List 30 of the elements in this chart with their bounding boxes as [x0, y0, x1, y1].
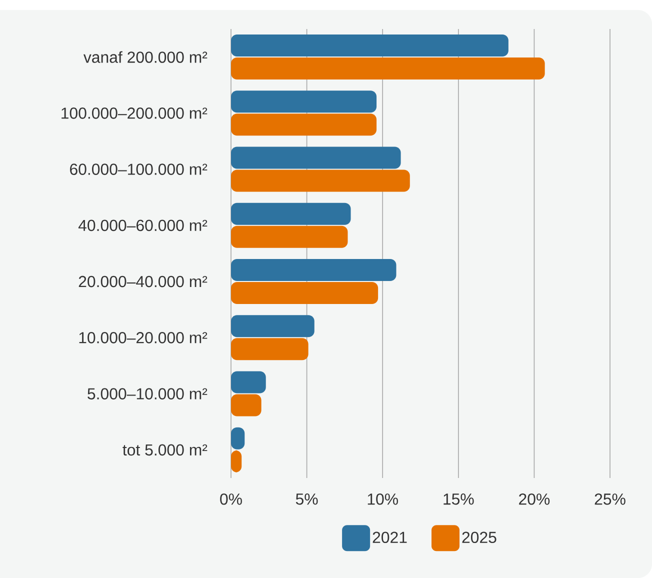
bar	[231, 34, 508, 57]
x-tick-label: 0%	[220, 494, 242, 505]
y-tick-label: vanaf 200.000 m²	[83, 51, 208, 63]
bar	[231, 170, 410, 192]
x-tick-label: 15%	[444, 494, 474, 505]
bar	[231, 259, 396, 282]
bar	[231, 114, 377, 136]
x-tick-label: 20%	[519, 494, 550, 505]
legend-label: 2021	[372, 532, 407, 544]
y-tick-label: 20.000–40.000 m²	[78, 276, 208, 288]
y-tick-label: 40.000–60.000 m²	[78, 220, 208, 232]
bar	[231, 58, 545, 80]
y-tick-label: tot 5.000 m²	[122, 444, 208, 456]
bar	[231, 394, 262, 416]
bar	[231, 90, 377, 113]
bar	[231, 371, 266, 394]
bar	[231, 226, 348, 248]
x-tick-label: 25%	[594, 494, 626, 505]
y-tick-label: 5.000–10.000 m²	[88, 388, 208, 400]
y-tick-label: 60.000–100.000 m²	[70, 164, 208, 175]
y-tick-label: 10.000–20.000 m²	[79, 332, 208, 344]
bar	[231, 315, 314, 338]
bar	[231, 146, 401, 169]
legend-label: 2025	[462, 532, 496, 544]
bar	[231, 282, 378, 304]
y-tick-label: 100.000–200.000 m²	[62, 108, 208, 119]
bar	[231, 338, 308, 360]
x-tick-label: 5%	[296, 494, 318, 505]
bar	[231, 202, 351, 225]
x-tick-label: 10%	[368, 494, 398, 505]
